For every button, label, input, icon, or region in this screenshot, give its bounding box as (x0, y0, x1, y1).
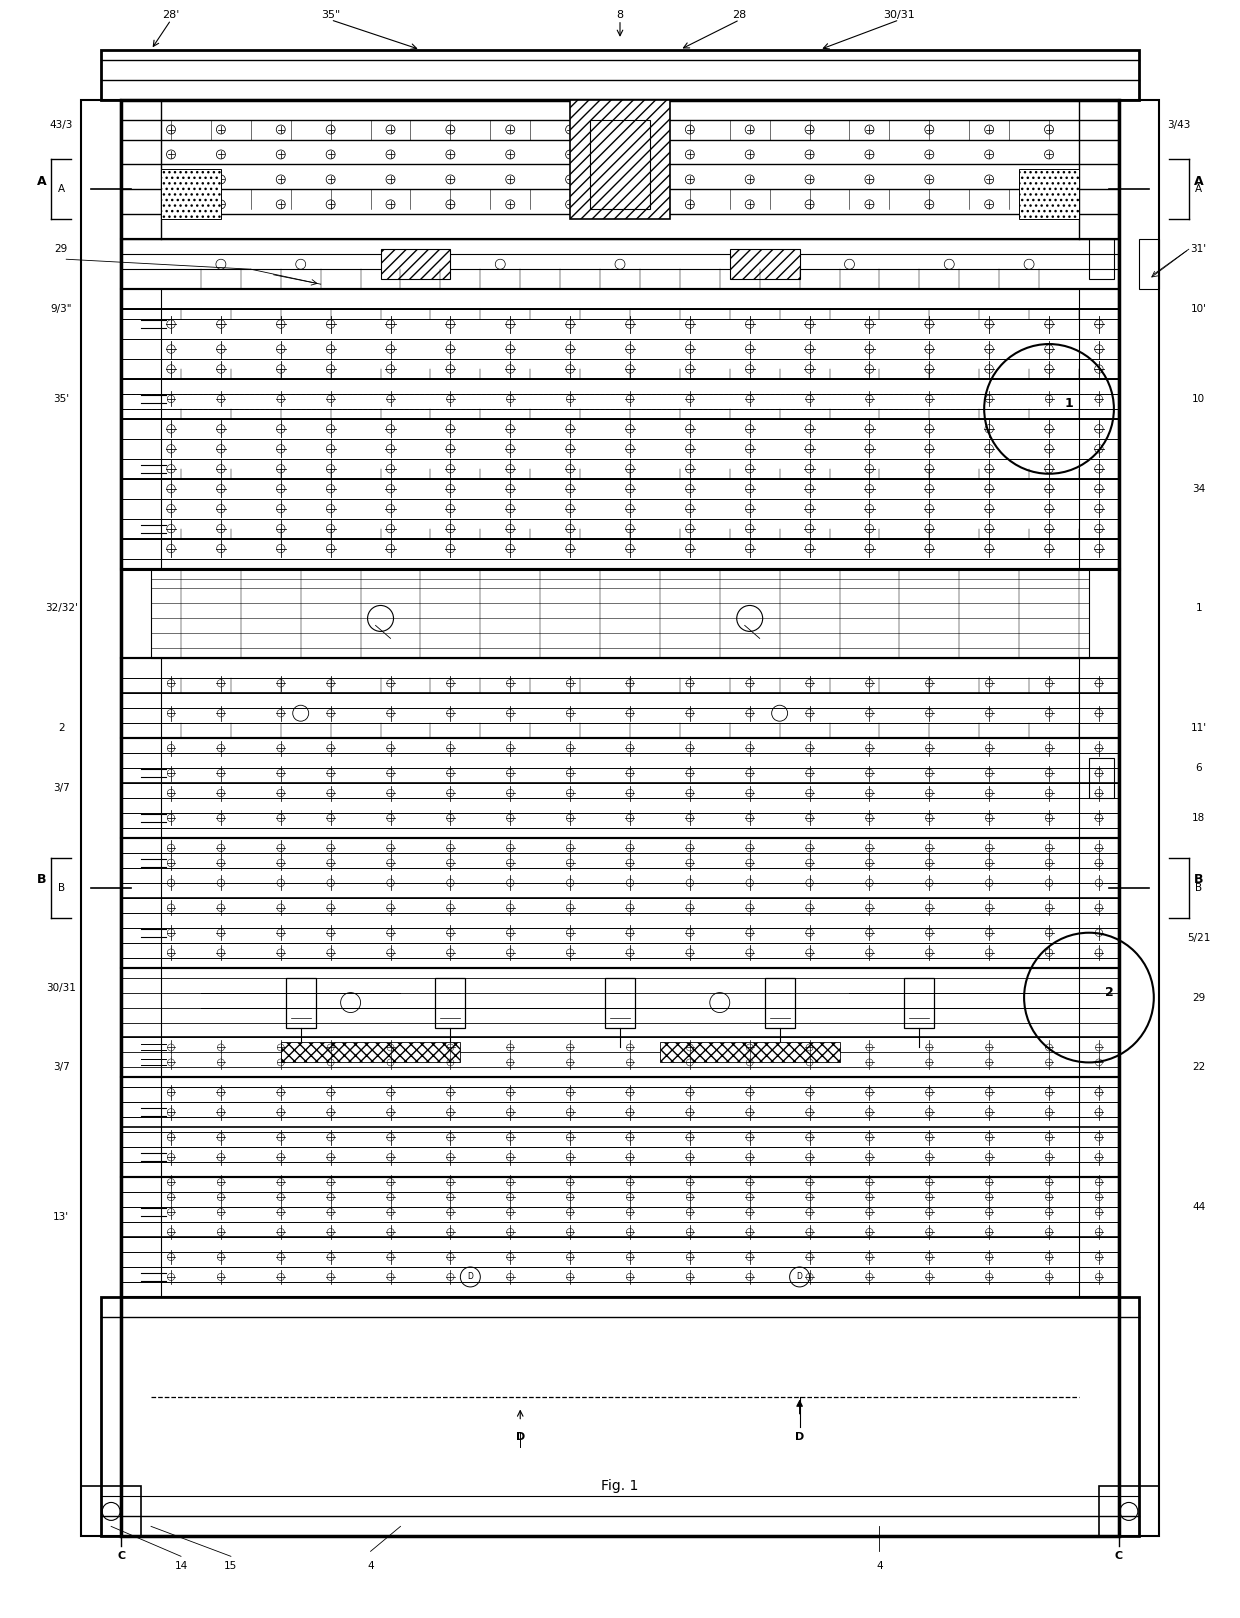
Text: 6: 6 (1195, 764, 1202, 773)
Text: A: A (58, 184, 64, 194)
Bar (1118, 100, 1159, 1537)
Text: 1: 1 (1195, 604, 1202, 613)
Text: B: B (58, 883, 64, 893)
Bar (1019, 170, 1079, 220)
Bar (1089, 239, 1114, 280)
Bar (81, 1487, 141, 1537)
Text: 3/7: 3/7 (53, 783, 69, 793)
Text: 28': 28' (162, 10, 180, 19)
Text: 13': 13' (53, 1212, 69, 1222)
Text: 35": 35" (321, 10, 340, 19)
Text: 8: 8 (616, 10, 624, 19)
Bar (904, 977, 934, 1027)
Bar (122, 968, 1118, 1078)
Text: 31': 31' (1190, 244, 1207, 254)
Text: 30/31: 30/31 (883, 10, 915, 19)
Text: 14: 14 (175, 1561, 187, 1571)
Text: 28: 28 (733, 10, 746, 19)
Text: 44: 44 (1192, 1202, 1205, 1212)
Bar (765, 977, 795, 1027)
Bar (81, 100, 122, 1537)
Bar (590, 120, 650, 209)
Text: A: A (1195, 184, 1203, 194)
Text: 18: 18 (1192, 812, 1205, 824)
Text: B: B (36, 874, 46, 887)
Bar (1138, 239, 1159, 290)
Text: 4: 4 (367, 1561, 374, 1571)
Bar (730, 249, 800, 280)
Bar (280, 1042, 460, 1063)
Text: C: C (117, 1552, 125, 1561)
Text: D: D (516, 1432, 525, 1442)
Bar (122, 659, 1118, 738)
Bar (122, 1078, 1118, 1178)
Bar (122, 100, 1118, 1537)
Text: 29: 29 (55, 244, 68, 254)
Bar (605, 977, 635, 1027)
Text: C: C (1115, 1552, 1123, 1561)
Bar (151, 568, 1089, 659)
Text: 43/3: 43/3 (50, 120, 73, 129)
Bar (122, 239, 1118, 290)
Bar (1099, 1487, 1159, 1537)
Text: 10': 10' (1190, 304, 1207, 314)
Bar (1089, 759, 1114, 798)
Bar (660, 1042, 839, 1063)
Bar (102, 50, 1138, 100)
Bar (122, 738, 1118, 838)
Text: 10: 10 (1192, 393, 1205, 404)
Bar (285, 977, 316, 1027)
Bar (381, 249, 450, 280)
Bar (122, 290, 1118, 568)
Text: B: B (1195, 883, 1203, 893)
Text: 9/3": 9/3" (51, 304, 72, 314)
Text: 2: 2 (58, 723, 64, 733)
Bar (122, 100, 1118, 239)
Text: 22: 22 (1192, 1063, 1205, 1073)
Text: D: D (467, 1272, 474, 1281)
Text: D: D (796, 1272, 802, 1281)
Bar (122, 838, 1118, 968)
Bar (435, 977, 465, 1027)
Text: 2: 2 (1105, 985, 1114, 998)
Text: 5/21: 5/21 (1187, 932, 1210, 943)
Bar (122, 1178, 1118, 1298)
Text: 3/43: 3/43 (1167, 120, 1190, 129)
Text: 11': 11' (1190, 723, 1207, 733)
Bar (102, 1298, 1138, 1537)
Text: 32/32': 32/32' (45, 604, 78, 613)
Bar (161, 170, 221, 220)
Text: 15: 15 (224, 1561, 238, 1571)
Text: A: A (1194, 175, 1204, 188)
Text: A: A (36, 175, 46, 188)
Text: 35': 35' (53, 393, 69, 404)
Text: Fig. 1: Fig. 1 (601, 1479, 639, 1493)
Bar (570, 100, 670, 220)
Text: 34: 34 (1192, 484, 1205, 493)
Text: 4: 4 (877, 1561, 883, 1571)
Text: 3/7: 3/7 (53, 1063, 69, 1073)
Text: 30/31: 30/31 (46, 982, 76, 992)
Text: 1: 1 (1065, 398, 1074, 411)
Text: B: B (1194, 874, 1204, 887)
Text: D: D (795, 1432, 805, 1442)
Text: 29: 29 (1192, 992, 1205, 1003)
